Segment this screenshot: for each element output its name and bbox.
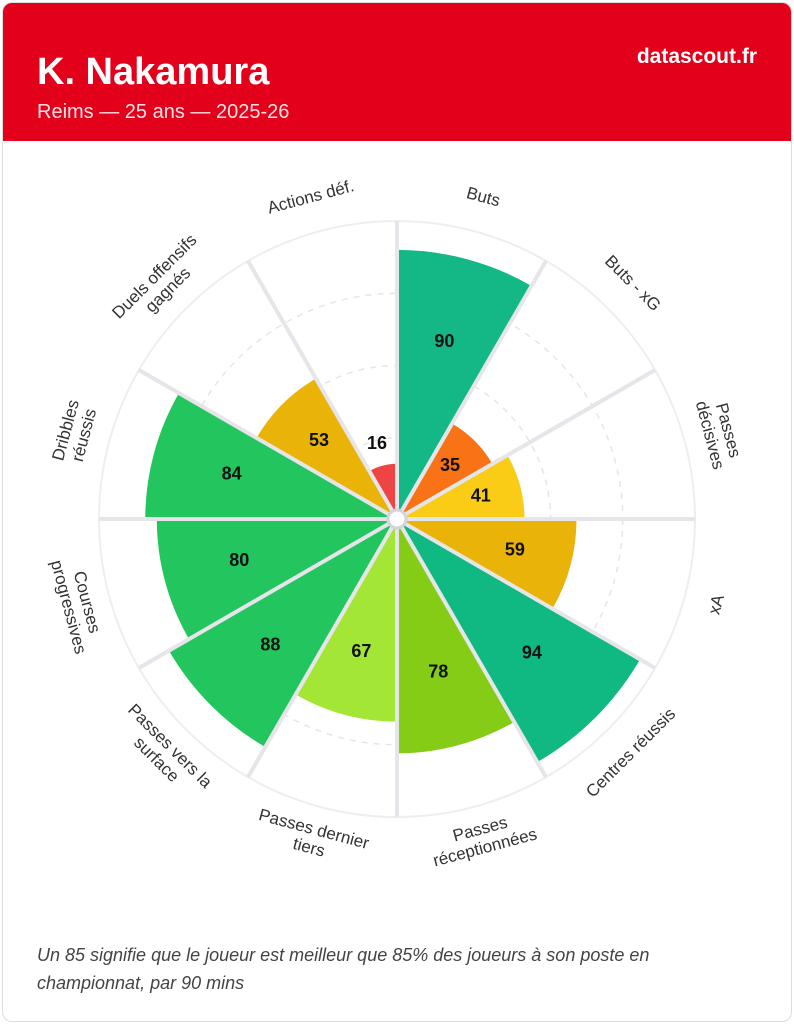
separator (403, 368, 657, 517)
category-label: Buts - xG (601, 252, 665, 316)
footnote: Un 85 signifie que le joueur est meilleu… (37, 945, 650, 993)
sector (145, 393, 390, 519)
sector (401, 423, 493, 515)
value-label: 53 (309, 430, 329, 450)
value-label: 67 (351, 641, 371, 661)
value-label: 94 (522, 643, 542, 663)
separator (403, 521, 657, 670)
category-label: Passesdécisives (691, 394, 746, 471)
value-label: 35 (440, 455, 460, 475)
header: K. Nakamura Reims — 25 ans — 2025-26 dat… (3, 3, 791, 141)
category-label: Passes vers lasurface (110, 701, 215, 806)
separator (399, 525, 548, 779)
category-label: Centres réussis (583, 705, 680, 802)
category-label: Passesréceptionnées (426, 807, 539, 871)
sector (256, 378, 393, 515)
value-label: 41 (471, 485, 491, 505)
value-label: 59 (505, 539, 525, 559)
title: K. Nakamura (37, 51, 270, 93)
value-label: 90 (434, 331, 454, 351)
category-label: Dribblesréussis (49, 398, 102, 468)
separator (399, 259, 548, 513)
category-label: Actions déf. (265, 177, 356, 218)
separator (246, 525, 395, 779)
category-line: Buts (464, 184, 502, 211)
value-label: 16 (367, 433, 387, 453)
category-label: Buts (464, 184, 502, 211)
category-label: xA (705, 592, 729, 617)
brand: datascout.fr (636, 45, 757, 68)
value-label: 78 (428, 662, 448, 682)
sector (168, 523, 393, 748)
value-label: 88 (260, 634, 280, 654)
sector (397, 526, 515, 754)
separator (246, 259, 395, 513)
sector (369, 463, 397, 512)
center (386, 508, 408, 530)
separator (137, 368, 391, 517)
category-line: Buts - xG (601, 252, 665, 316)
sector (397, 249, 532, 512)
sector (401, 523, 641, 763)
value-label: 80 (229, 550, 249, 570)
value-label: 84 (222, 463, 242, 483)
category-line: Centres réussis (583, 705, 680, 802)
sector (156, 519, 390, 640)
subtitle: Reims — 25 ans — 2025-26 (37, 101, 290, 123)
category-label: Passes derniertiers (252, 806, 372, 872)
category-line: xA (705, 592, 729, 617)
sector (404, 519, 577, 609)
category-label: Duels offensifsgagnés (109, 231, 215, 337)
chart: 90 Buts 35 Buts - xG 41 Passesdécisives 59 xA 94… (46, 177, 746, 872)
category-line: Actions déf. (265, 177, 356, 218)
category-label: Coursesprogressives (46, 553, 108, 656)
separator (137, 521, 391, 670)
sector (295, 526, 397, 722)
sector (404, 455, 525, 519)
